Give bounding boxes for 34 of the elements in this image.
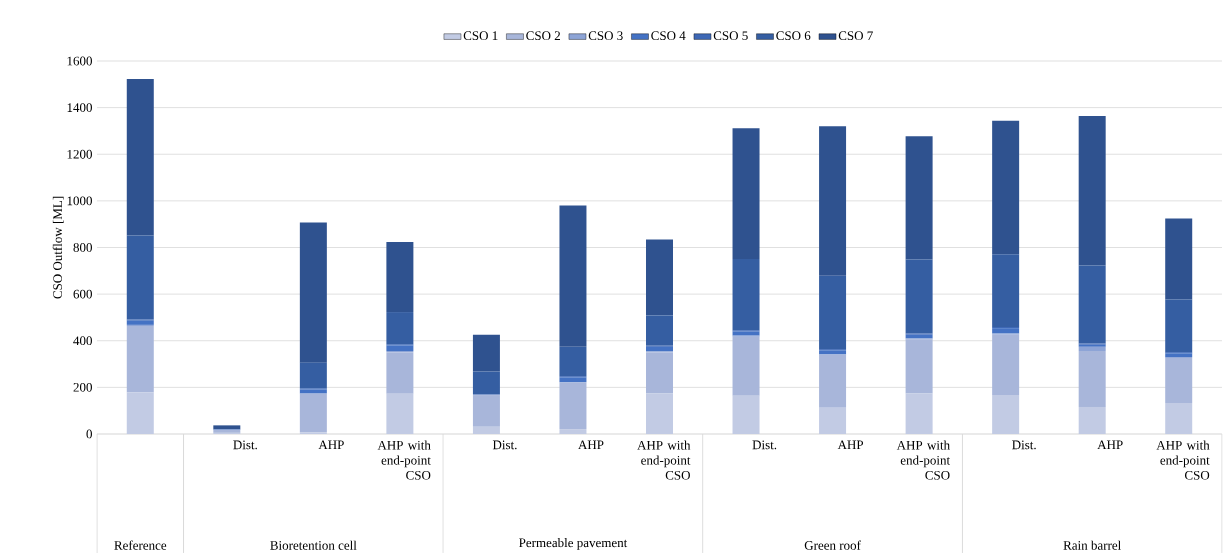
text: Bioretention cell — [270, 540, 357, 550]
legend-label: CSO 7 — [838, 31, 873, 41]
x-tick-label: AHP — [578, 440, 604, 450]
x-tick-label: AHP with end-point CSO — [377, 440, 431, 480]
x-tick-label: Dist. — [752, 440, 777, 450]
legend-label: CSO 1 — [463, 31, 498, 41]
x-tick-label: Dist. — [1012, 440, 1036, 450]
x-tick-label: AHP with end-point CSO — [896, 440, 951, 480]
x-tick-label: Dist. — [233, 440, 257, 450]
y-tick-label: 800 — [73, 243, 92, 252]
x-tick-label: Dist. — [492, 440, 517, 450]
legend-label: CSO 6 — [776, 31, 811, 41]
y-tick-label: 200 — [73, 382, 92, 392]
legend-label: CSO 5 — [713, 31, 748, 41]
legend-label: CSO 2 — [526, 31, 560, 41]
x-tick-label: AHP — [1097, 440, 1123, 450]
legend-label: CSO 4 — [651, 31, 686, 41]
text: Green roof — [804, 540, 861, 550]
y-tick-label: 400 — [73, 336, 92, 346]
y-tick-label: 600 — [73, 289, 92, 299]
text: Reference — [114, 540, 167, 550]
y-tick-label: 1000 — [67, 196, 92, 206]
y-tick-label: 0 — [86, 429, 92, 439]
y-tick-label: 1600 — [67, 56, 92, 66]
y-axis-title: CSO Outflow [ML] — [52, 196, 64, 299]
text: Rain barrel — [1063, 540, 1121, 550]
text: Permeable pavement — [519, 538, 628, 550]
y-tick-label: 1200 — [67, 149, 92, 159]
x-tick-label: AHP — [318, 440, 344, 450]
legend-label: CSO 3 — [588, 31, 623, 41]
x-tick-label: AHP — [837, 440, 864, 450]
x-tick-label: AHP with end-point CSO — [1156, 440, 1210, 480]
y-tick-label: 1400 — [67, 103, 92, 112]
x-tick-label: AHP with end-point CSO — [637, 440, 691, 480]
